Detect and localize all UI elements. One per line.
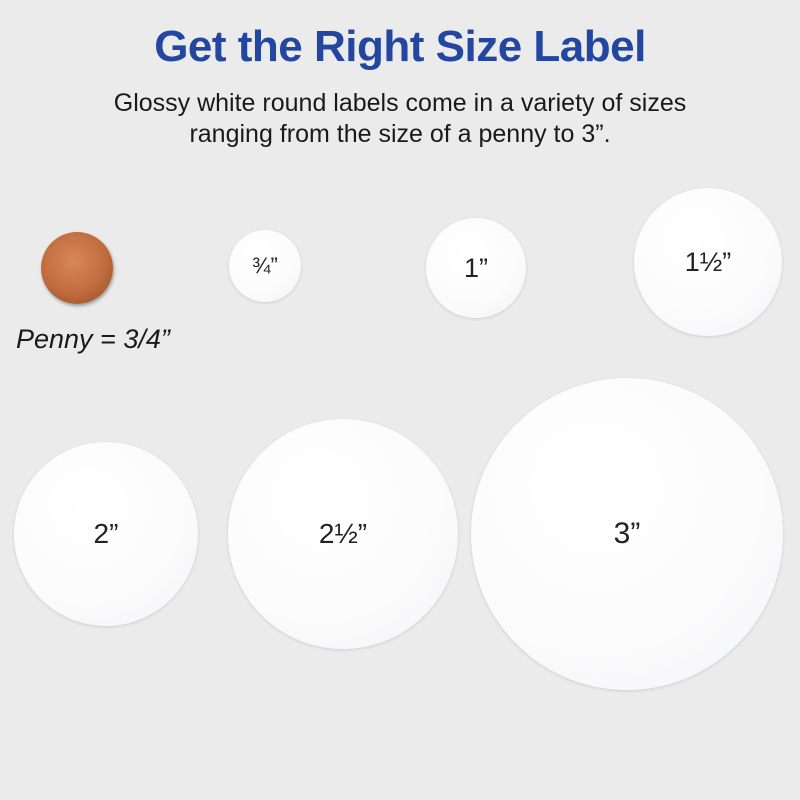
subtitle-line: Glossy white round labels come in a vari… — [113, 89, 687, 117]
label-circle-three-quarter: ¾” — [229, 230, 301, 302]
page-title: Get the Right Size Label — [154, 22, 646, 71]
label-size: ¾” — [252, 253, 278, 278]
label-circle-3: 3” — [471, 378, 783, 690]
label-circle-2: 2” — [14, 442, 198, 626]
label-size: 1½” — [684, 246, 732, 277]
penny-image — [41, 232, 113, 304]
label-size: 2½” — [318, 518, 368, 549]
subtitle-line: ranging from the size of a penny to 3”. — [189, 120, 611, 148]
label-size: 1” — [463, 252, 488, 283]
label-circle-1-half: 1½” — [634, 188, 782, 336]
penny-caption: Penny = 3/4” — [16, 324, 170, 354]
label-size: 2” — [93, 518, 119, 549]
label-circle-1: 1” — [426, 218, 526, 318]
label-circle-2-half: 2½” — [228, 419, 458, 649]
label-size: 3” — [613, 517, 641, 550]
subtitle: Glossy white round labels come in a vari… — [0, 88, 800, 150]
